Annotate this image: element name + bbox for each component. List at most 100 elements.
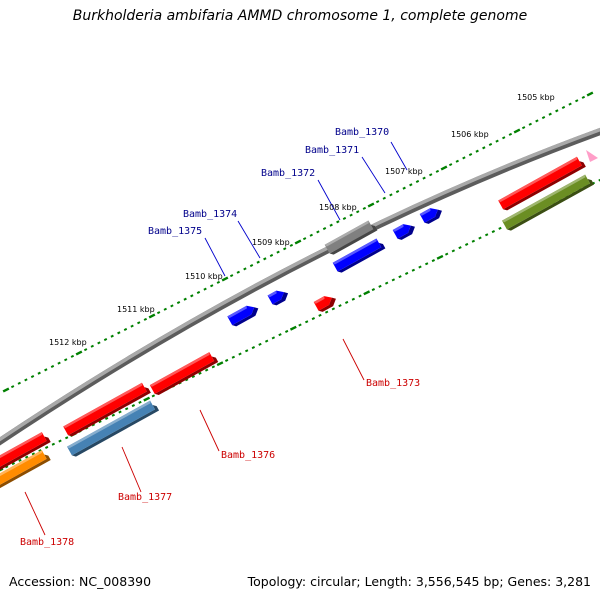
tick-mark bbox=[371, 288, 376, 292]
tick-mark bbox=[70, 354, 75, 358]
tick-label-1507: 1507 kbp bbox=[385, 167, 423, 176]
tick-label-1510: 1510 kbp bbox=[185, 272, 223, 281]
tick-mark bbox=[478, 236, 482, 240]
tick-mark bbox=[468, 153, 473, 157]
tick-mark bbox=[131, 404, 136, 408]
tick-mark bbox=[575, 99, 579, 103]
tick-mark bbox=[429, 173, 433, 177]
tick-mark bbox=[176, 301, 181, 305]
tick-mark bbox=[256, 260, 260, 264]
gene-highlight bbox=[227, 305, 247, 319]
gene-side bbox=[272, 292, 289, 306]
gene-label-bamb-1373[interactable]: Bamb_1373 bbox=[366, 378, 420, 389]
gene-label-bamb-1372[interactable]: Bamb_1372 bbox=[261, 168, 315, 179]
tick-mark bbox=[18, 458, 22, 462]
gene-highlight bbox=[267, 290, 277, 298]
gene-highlight bbox=[149, 352, 210, 387]
gene-side bbox=[318, 297, 336, 312]
tick-mark bbox=[51, 442, 56, 446]
gene-label-bamb-1376[interactable]: Bamb_1376 bbox=[221, 450, 275, 461]
gene-side bbox=[0, 454, 51, 490]
tick-mark bbox=[318, 313, 322, 317]
label-leaders bbox=[24, 141, 408, 536]
tick-mark bbox=[110, 334, 114, 338]
tick-mark bbox=[44, 445, 49, 449]
marker-triangle bbox=[586, 150, 598, 162]
gene-label-bamb-1374[interactable]: Bamb_1374 bbox=[183, 209, 237, 220]
tick-mark bbox=[338, 304, 342, 308]
gene-highlight bbox=[392, 224, 404, 232]
tick-mark bbox=[302, 237, 307, 241]
gene-bamb-1372-gray bbox=[324, 220, 378, 255]
tick-mark bbox=[143, 317, 148, 321]
tick-mark bbox=[211, 365, 216, 369]
tick-mark bbox=[98, 420, 102, 424]
gene-bamb-1378-top bbox=[0, 432, 51, 472]
tick-mark bbox=[103, 338, 108, 342]
tick-mark bbox=[191, 375, 196, 379]
tick-mark bbox=[458, 246, 462, 250]
map-title: Burkholderia ambifaria AMMD chromosome 1… bbox=[72, 8, 528, 24]
tick-mark bbox=[2, 387, 10, 393]
tick-mark bbox=[375, 200, 380, 204]
tick-label-1508: 1508 kbp bbox=[319, 203, 357, 212]
gene-label-bamb-1378[interactable]: Bamb_1378 bbox=[20, 537, 74, 548]
tick-mark bbox=[309, 233, 313, 237]
tick-mark bbox=[170, 304, 174, 308]
tick-mark bbox=[521, 126, 526, 130]
gene-highlight bbox=[63, 382, 143, 429]
leader-top bbox=[317, 179, 341, 221]
tick-mark bbox=[418, 265, 422, 269]
tick-mark bbox=[391, 278, 396, 282]
leader-top bbox=[390, 141, 408, 171]
tick-mark bbox=[143, 396, 151, 402]
tick-mark bbox=[90, 344, 94, 348]
tick-mark bbox=[440, 165, 448, 171]
tick-mark bbox=[0, 467, 4, 472]
tick-mark bbox=[464, 242, 469, 246]
gene-side bbox=[0, 436, 51, 472]
tick-mark bbox=[138, 400, 142, 404]
tick-mark bbox=[91, 423, 96, 427]
tick-mark bbox=[422, 176, 426, 180]
backbone-line bbox=[0, 127, 600, 442]
tick-mark bbox=[258, 342, 262, 346]
tick-mark bbox=[104, 416, 109, 420]
gene-label-bamb-1375[interactable]: Bamb_1375 bbox=[148, 226, 202, 237]
tick-mark bbox=[243, 267, 247, 271]
chromosome-backbone bbox=[0, 127, 600, 446]
gene-highlight bbox=[498, 156, 578, 203]
tick-mark bbox=[64, 358, 68, 362]
tick-mark bbox=[329, 223, 333, 227]
tick-mark bbox=[203, 287, 207, 291]
tick-mark bbox=[124, 407, 129, 411]
tick-mark bbox=[424, 262, 429, 266]
leader-bottom bbox=[24, 491, 46, 536]
gene-label-bamb-1371[interactable]: Bamb_1371 bbox=[305, 145, 359, 156]
tick-mark bbox=[409, 183, 413, 187]
gene-label-bamb-1370[interactable]: Bamb_1370 bbox=[335, 127, 389, 138]
topology-text: Topology: circular; Length: 3,556,545 bp… bbox=[247, 574, 591, 589]
tick-mark bbox=[363, 290, 371, 296]
gene-side bbox=[68, 387, 151, 437]
tick-mark bbox=[216, 280, 221, 284]
tick-mark bbox=[231, 355, 236, 359]
tick-mark bbox=[475, 149, 479, 153]
tick-mark bbox=[298, 323, 302, 327]
tick-mark bbox=[57, 361, 61, 365]
tick-mark bbox=[64, 436, 69, 440]
gene-face bbox=[227, 305, 255, 326]
tick-mark bbox=[336, 220, 340, 224]
tick-mark bbox=[344, 300, 349, 304]
tick-label-1505: 1505 kbp bbox=[517, 93, 555, 102]
gene-highlight bbox=[0, 432, 43, 463]
tick-mark bbox=[316, 230, 320, 234]
leader-bottom bbox=[199, 409, 220, 452]
tick-label-1511: 1511 kbp bbox=[117, 305, 155, 314]
tick-mark bbox=[415, 179, 420, 183]
tick-mark bbox=[324, 310, 329, 314]
tick-mark bbox=[198, 371, 202, 375]
gene-face bbox=[498, 156, 582, 210]
gene-label-bamb-1377[interactable]: Bamb_1377 bbox=[118, 492, 172, 503]
